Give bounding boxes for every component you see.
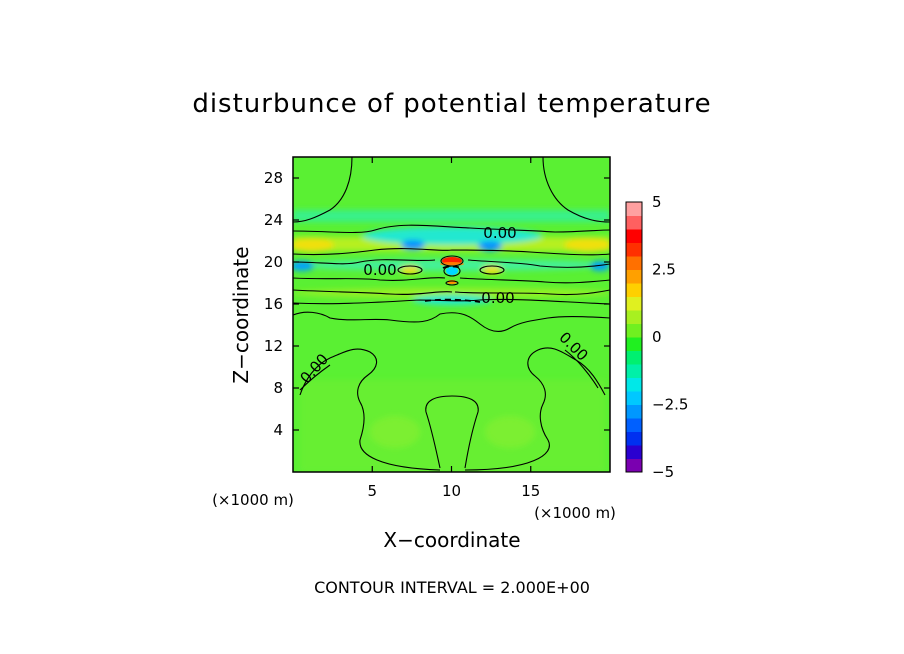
contour-lines bbox=[293, 157, 610, 471]
colorbar-tick-label: 5 bbox=[652, 193, 662, 211]
contour-band-8 bbox=[293, 298, 610, 305]
anomaly-yellow-right bbox=[564, 238, 610, 252]
y-tick-label: 20 bbox=[264, 253, 283, 271]
contour-left-lobe bbox=[299, 348, 441, 471]
colorbar-swatch bbox=[626, 215, 642, 230]
colorbar-swatch bbox=[626, 391, 642, 405]
contour-lines-dashed bbox=[424, 265, 481, 303]
colorbar-swatch bbox=[626, 256, 642, 270]
anomaly-yellow-left bbox=[293, 238, 334, 252]
contour-center-column bbox=[425, 395, 479, 469]
colorbar-swatch bbox=[626, 350, 642, 365]
y-tick-label: 16 bbox=[264, 295, 283, 313]
anomaly-band-cyan-top bbox=[293, 210, 610, 222]
colorbar-swatch bbox=[626, 310, 642, 324]
anomaly-yellow-mid-left bbox=[400, 266, 420, 274]
contour-band-2 bbox=[293, 259, 436, 265]
colorbar-tick-label: −5 bbox=[652, 463, 674, 481]
anomaly-cyan-low bbox=[412, 295, 492, 305]
colorbar-swatch bbox=[626, 283, 642, 297]
y-axis-label: Z−coordinate bbox=[229, 246, 253, 383]
x-tick-label: 15 bbox=[521, 482, 540, 500]
colorbar-swatch bbox=[626, 229, 642, 243]
anomaly-blue-edge-left bbox=[293, 261, 314, 271]
colorbar-swatch bbox=[626, 404, 642, 419]
contour-band-4 bbox=[293, 277, 446, 281]
contour-top-left bbox=[293, 157, 353, 223]
contour-label: 0.00 bbox=[483, 224, 516, 242]
x-unit-left: (×1000 m) bbox=[212, 491, 294, 509]
contour-dashed-negative-2 bbox=[442, 265, 462, 269]
contour-label: 0.00 bbox=[481, 289, 514, 307]
contour-labels: 0.00 0.00 0.00 0.00 0.00 bbox=[296, 224, 591, 387]
y-tick-label: 24 bbox=[264, 211, 283, 229]
contour-right-diagonal bbox=[564, 349, 599, 389]
colorbar-swatch bbox=[626, 323, 642, 338]
anomaly-blue-edge-right bbox=[590, 261, 610, 271]
contour-band-6 bbox=[293, 289, 453, 295]
anomaly-cyan-core bbox=[446, 267, 458, 275]
contour-loop-center-2 bbox=[443, 265, 461, 277]
y-tick-label: 12 bbox=[264, 337, 283, 355]
plot-area bbox=[293, 157, 610, 472]
colorbar-swatch bbox=[626, 418, 642, 432]
anomaly-blue-right bbox=[478, 241, 502, 251]
contour-left-diagonal bbox=[299, 364, 331, 391]
y-axis: 4 8 12 16 20 24 28 bbox=[264, 169, 610, 439]
contour-loop-center-3 bbox=[445, 280, 459, 286]
contour-band-5 bbox=[459, 277, 610, 284]
colorbar-swatch bbox=[626, 445, 642, 459]
colorbar-swatch bbox=[626, 296, 642, 311]
colorbar-tick-label: −2.5 bbox=[652, 396, 688, 414]
colorbar-swatch bbox=[626, 269, 642, 284]
contour-outer bbox=[293, 311, 610, 333]
colorbar-swatch bbox=[626, 377, 642, 392]
x-axis: 5 10 15 bbox=[367, 157, 540, 500]
contour-top-right bbox=[542, 157, 610, 223]
colorbar-swatch bbox=[626, 337, 642, 351]
contour-upper bbox=[293, 224, 610, 234]
colorbar-tick-label: 2.5 bbox=[652, 261, 676, 279]
y-tick-label: 28 bbox=[264, 169, 283, 187]
colorbar-swatch bbox=[626, 202, 642, 216]
contour-loop-left bbox=[397, 265, 423, 275]
colorbar-frame bbox=[625, 201, 643, 473]
x-tick-label: 5 bbox=[367, 482, 377, 500]
contour-band-7 bbox=[454, 289, 610, 296]
anomaly-blue-left bbox=[401, 240, 425, 250]
anomaly-band-low bbox=[293, 288, 610, 298]
contour-interval-note: CONTOUR INTERVAL = 2.000E+00 bbox=[314, 578, 590, 597]
y-tick-label: 8 bbox=[273, 379, 283, 397]
contour-loop-right bbox=[479, 265, 505, 275]
anomaly-cyan-center bbox=[362, 227, 542, 245]
x-tick-label: 10 bbox=[442, 482, 461, 500]
colorbar-swatch bbox=[626, 458, 642, 473]
x-unit-right: (×1000 m) bbox=[534, 504, 616, 522]
anomaly-lower-band bbox=[300, 380, 605, 472]
colorbar bbox=[626, 202, 642, 473]
colorbar-tick-label: 0 bbox=[652, 328, 662, 346]
colorbar-swatch bbox=[626, 364, 642, 378]
contour-label: 0.00 bbox=[363, 261, 396, 279]
chart-title: disturbunce of potential temperature bbox=[192, 89, 711, 119]
y-tick-label: 4 bbox=[273, 421, 283, 439]
x-axis-label: X−coordinate bbox=[383, 528, 520, 552]
contour-band bbox=[293, 248, 610, 256]
contour-dashed-negative bbox=[424, 298, 481, 303]
colorbar-swatch bbox=[626, 431, 642, 446]
field-anomalies bbox=[293, 210, 610, 472]
colorbar-ticks: 5 2.5 0 −2.5 −5 bbox=[652, 193, 688, 481]
anomaly-yellow-mid-right bbox=[482, 266, 502, 274]
colorbar-swatch bbox=[626, 242, 642, 257]
contour-band-3 bbox=[467, 259, 610, 268]
